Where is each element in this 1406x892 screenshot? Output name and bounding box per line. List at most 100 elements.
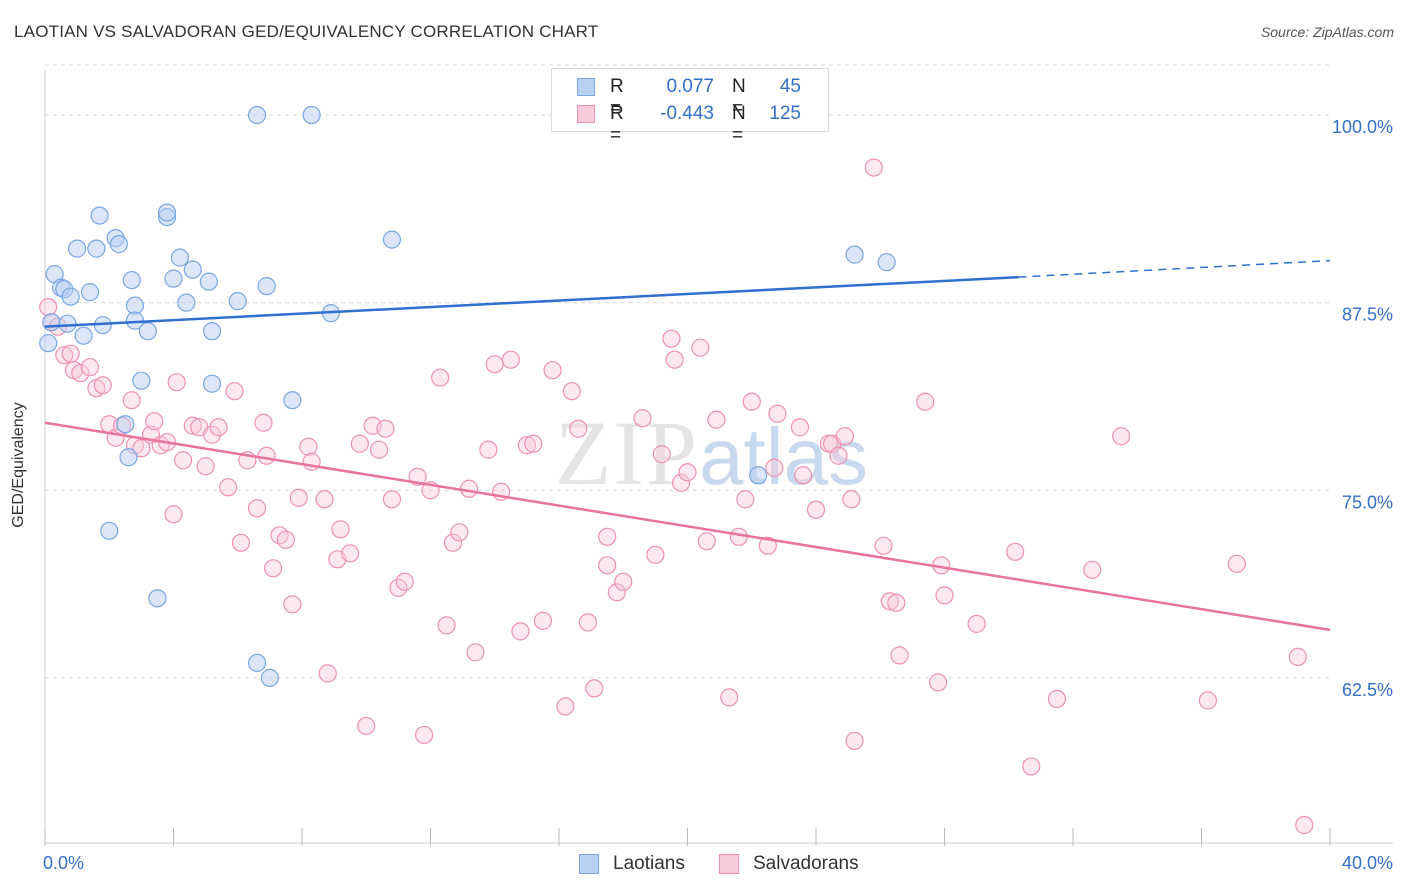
salvadoran-point [829, 446, 848, 465]
laotian-point [42, 313, 61, 332]
salvadoran-point [443, 533, 463, 552]
salvadoran-point [697, 532, 716, 551]
laotian-point [749, 466, 768, 485]
salvadoran-point [1288, 647, 1307, 666]
salvadoran-point [331, 520, 350, 539]
salvadoran-point [174, 451, 193, 470]
salvadoran-point [122, 391, 141, 410]
salvadoran-point [357, 716, 376, 736]
y-tick-label: 87.5% [1342, 305, 1393, 325]
salvadoran-point [1022, 757, 1041, 776]
watermark-atlas: atlas [699, 412, 868, 501]
salvadoran-point [376, 419, 395, 438]
laotian-swatch [579, 854, 599, 874]
laotian-point [39, 334, 58, 353]
r-value: 0.077 [666, 76, 714, 97]
laotian-point [100, 521, 119, 540]
salvadoran-point [1198, 691, 1218, 710]
salvadoran-point [511, 622, 530, 641]
laotian-point [845, 245, 864, 264]
salvadoran-point [341, 544, 360, 563]
salvadoran-point [55, 346, 74, 365]
salvadoran-swatch [719, 854, 739, 874]
laotian-point [61, 287, 80, 306]
salvadoran-point [652, 445, 671, 464]
salvadoran-point [646, 545, 665, 564]
salvadoran-point [633, 409, 652, 428]
stats-legend: R = 0.077 N = 45 R = -0.443 N = 125 [551, 68, 829, 146]
salvadoran-point [466, 643, 485, 662]
laotian-point [164, 269, 183, 288]
salvadoran-point [479, 440, 498, 459]
laotian-point [183, 260, 202, 279]
laotian-points [39, 105, 896, 687]
salvadoran-point [967, 614, 986, 633]
laotian-point [170, 248, 190, 267]
salvadoran-points [39, 158, 1314, 835]
salvadoran-point [382, 490, 402, 509]
laotian-point [228, 292, 247, 311]
salvadoran-point [247, 499, 267, 518]
laotian-point [247, 653, 267, 672]
laotian-point [177, 293, 196, 312]
salvadoran-point [315, 490, 334, 509]
salvadoran-point [742, 392, 761, 411]
salvadoran-point [578, 613, 598, 632]
n-label: N = [732, 103, 746, 146]
salvadoran-point [556, 697, 575, 716]
n-value: 125 [769, 103, 801, 124]
laotian-point [109, 235, 128, 254]
salvadoran-point [1227, 554, 1246, 573]
salvadoran-point [543, 361, 562, 380]
laotian-point [132, 371, 151, 390]
salvadoran-point [39, 298, 58, 317]
salvadoran-point [707, 410, 726, 429]
laotian-point [58, 314, 77, 333]
salvadoran-point [874, 536, 893, 555]
salvadoran-point [459, 479, 479, 498]
chart-title: LAOTIAN VS SALVADORAN GED/EQUIVALENCY CO… [14, 22, 599, 41]
salvadoran-point [794, 466, 813, 485]
laotian-point [148, 589, 167, 608]
salvadoran-point [607, 583, 626, 602]
salvadoran-point [437, 616, 456, 635]
laotian-point [199, 272, 218, 291]
axes [44, 70, 1393, 846]
x-tick-label: 40.0% [1342, 853, 1393, 873]
y-tick-label: 62.5% [1342, 680, 1393, 700]
salvadoran-point [880, 592, 899, 611]
laotian-point [283, 391, 302, 410]
salvadoran-point [395, 572, 414, 591]
salvadoran-point [414, 725, 434, 745]
r-label: R = [610, 103, 624, 146]
source-label: Source: ZipAtlas.com [1260, 24, 1394, 40]
laotian-point [202, 374, 222, 393]
laotian-point [382, 230, 402, 249]
r-value: -0.443 [660, 103, 714, 124]
salvadoran-point [1006, 542, 1025, 561]
salvadoran-point [209, 418, 228, 437]
salvadoran-point [299, 437, 318, 456]
laotian-point [247, 105, 267, 125]
laotian-point [87, 239, 106, 258]
salvadoran-point [450, 523, 469, 542]
laotian-point [90, 206, 109, 225]
trend-lines [44, 259, 1331, 632]
salvadoran-point [890, 646, 909, 665]
salvadoran-point [524, 434, 543, 453]
x-tick-label: 0.0% [43, 853, 84, 873]
salvadoran-point [765, 458, 784, 477]
laotian-point [202, 322, 222, 341]
y-axis-label: GED/Equivalency [10, 402, 27, 528]
salvadoran-point [928, 673, 948, 692]
laotian-point [74, 326, 93, 345]
salvadoran-point [790, 418, 810, 437]
salvadoran-point [533, 611, 553, 630]
laotian-point [122, 271, 141, 290]
salvadoran-point [431, 368, 450, 387]
salvadoran-point [257, 446, 276, 465]
legend-label-laotians: Laotians [613, 853, 685, 874]
salvadoran-point [598, 556, 617, 575]
salvadoran-point [665, 350, 684, 369]
